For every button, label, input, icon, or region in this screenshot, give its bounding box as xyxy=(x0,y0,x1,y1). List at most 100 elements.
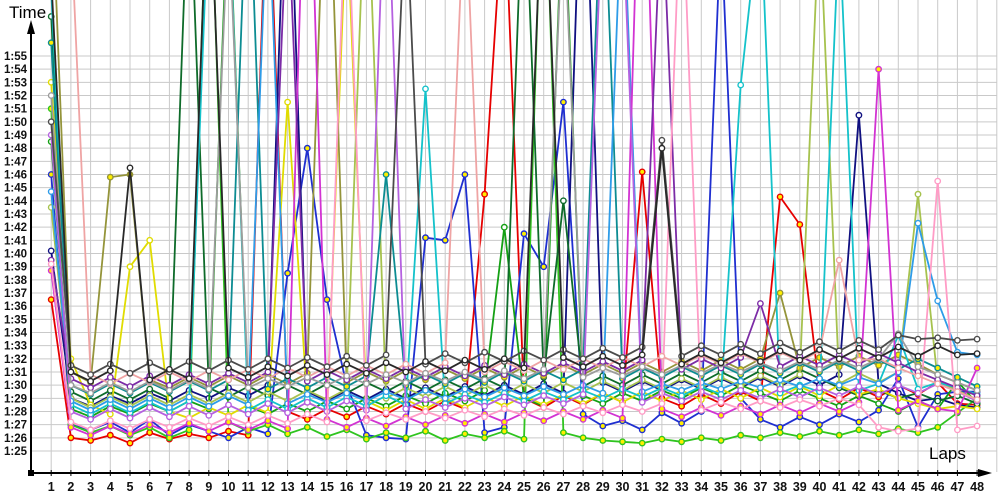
series-red-point xyxy=(303,415,311,423)
series-pink-point xyxy=(185,414,193,422)
series-pink-point xyxy=(461,406,469,414)
x-tick-label: 43 xyxy=(872,480,886,494)
series-pink-point xyxy=(382,409,390,417)
series-sky-blue-point xyxy=(914,219,922,227)
y-tick-label: 1:47 xyxy=(4,156,27,168)
series-black-point xyxy=(875,354,882,361)
x-tick-label: 37 xyxy=(753,480,767,494)
series-salmon-point xyxy=(973,396,981,403)
series-gray-point xyxy=(737,368,745,376)
series-sky-blue-point xyxy=(165,404,173,411)
series-pink-point xyxy=(362,417,370,425)
series-black-point xyxy=(579,363,587,371)
series-magenta-point xyxy=(146,421,154,429)
x-tick-label: 46 xyxy=(931,480,945,494)
series-dark-gray-point xyxy=(323,363,331,371)
series-pink-point xyxy=(225,413,232,421)
series-dark-gray-point xyxy=(619,354,626,361)
series-black-point xyxy=(500,355,508,363)
x-tick-label: 31 xyxy=(635,480,649,494)
series-pink-point xyxy=(796,396,804,403)
series-lime-point xyxy=(303,423,311,431)
series-black-point xyxy=(382,359,390,367)
series-teal-point xyxy=(382,171,390,178)
series-red-point xyxy=(146,429,154,436)
series-black-point xyxy=(638,351,646,359)
series-dark-gray-point xyxy=(244,365,252,373)
series-sky-blue-point xyxy=(47,188,55,196)
series-lime-point xyxy=(284,430,291,438)
series-sky-blue-point xyxy=(343,389,351,397)
series-magenta-point xyxy=(835,408,843,415)
series-pink-point xyxy=(914,425,922,432)
series-black-point xyxy=(165,365,173,373)
series-gray-point xyxy=(165,386,173,394)
series-dark-gray-point xyxy=(343,352,351,360)
series-violet-point xyxy=(855,383,863,390)
y-tick-label: 1:48 xyxy=(4,143,28,155)
series-salmon-point xyxy=(855,356,863,364)
series-sky-blue-point xyxy=(776,376,784,384)
series-dark-gray-point xyxy=(362,361,370,369)
y-tick-label: 1:40 xyxy=(4,248,27,260)
series-magenta-point xyxy=(619,414,626,422)
series-sky-blue-point xyxy=(540,383,548,390)
x-tick-label: 27 xyxy=(556,480,570,494)
series-black-point xyxy=(126,164,134,172)
series-gray-point xyxy=(776,367,784,375)
x-tick-label: 7 xyxy=(166,480,173,494)
series-blue-point xyxy=(303,144,311,152)
x-tick-label: 6 xyxy=(146,480,153,494)
y-tick-label: 1:36 xyxy=(4,301,27,313)
series-pink-point xyxy=(757,397,764,405)
series-lime-point xyxy=(402,434,410,442)
series-violet-point xyxy=(284,409,291,417)
x-tick-label: 4 xyxy=(107,480,114,494)
x-tick-label: 20 xyxy=(419,480,433,494)
series-lime-point xyxy=(855,426,863,434)
series-sky-blue-point xyxy=(520,392,528,400)
series-pink-point xyxy=(816,402,823,410)
series-pink-point xyxy=(619,401,626,409)
series-black-point xyxy=(697,350,705,357)
series-blue-point xyxy=(461,171,469,178)
series-sky-blue-point xyxy=(422,386,429,394)
x-axis-title: Laps xyxy=(929,444,966,463)
series-cyan-point xyxy=(737,81,745,89)
series-yellow-point xyxy=(737,394,745,402)
series-violet-point xyxy=(816,384,823,392)
series-gray-point xyxy=(244,384,252,392)
series-black-point xyxy=(481,365,488,373)
series-sky-blue-point xyxy=(560,390,567,398)
series-gray-point xyxy=(422,369,429,377)
x-tick-label: 18 xyxy=(379,480,393,494)
series-pink-point xyxy=(106,417,114,425)
series-violet-point xyxy=(146,404,154,411)
series-pink-point xyxy=(934,177,942,185)
series-pink-point xyxy=(165,423,173,431)
series-violet-point xyxy=(422,396,429,403)
series-lime-point xyxy=(835,431,843,439)
series-sky-blue-point xyxy=(106,396,114,403)
series-blue-point xyxy=(225,434,232,442)
series-sky-blue-point xyxy=(835,381,843,389)
series-green-point xyxy=(835,402,843,410)
series-dark-gray-point xyxy=(697,342,705,350)
series-black-point xyxy=(796,356,804,364)
series-sky-blue-point xyxy=(461,385,469,393)
series-lime-point xyxy=(422,427,429,435)
series-black-point xyxy=(776,347,784,355)
series-purple-point xyxy=(264,368,272,376)
series-violet-point xyxy=(343,397,351,405)
x-tick-label: 38 xyxy=(773,480,787,494)
series-black-point xyxy=(816,346,823,353)
series-gray-line xyxy=(50,0,978,394)
series-black-point xyxy=(658,144,666,152)
series-teal-point xyxy=(303,384,311,392)
series-red-point xyxy=(87,437,95,444)
series-violet-point xyxy=(500,393,508,401)
x-tick-label: 40 xyxy=(813,480,827,494)
series-sky-blue-point xyxy=(126,405,134,413)
series-dark-gray-point xyxy=(540,356,548,364)
series-lime-point xyxy=(382,429,390,436)
